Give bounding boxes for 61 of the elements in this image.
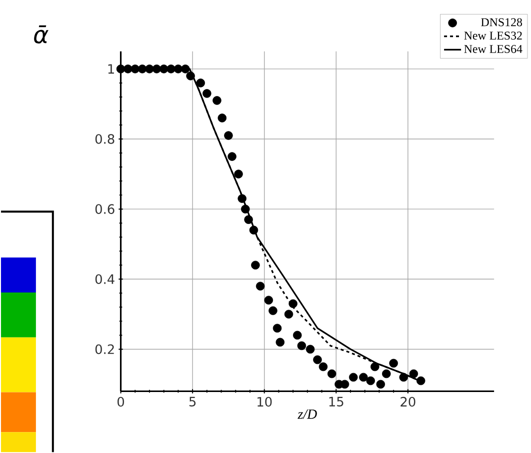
point: [152, 64, 162, 74]
y-tick-label: 0.6: [95, 204, 114, 214]
point: [276, 338, 285, 347]
point: [292, 330, 302, 340]
point: [297, 341, 306, 350]
legend-label: New LES32: [464, 32, 522, 40]
point: [186, 71, 195, 80]
point: [366, 376, 375, 386]
point: [288, 299, 298, 308]
y-tick-label: 0.8: [95, 134, 114, 144]
legend-label: New LES64: [464, 44, 522, 53]
point: [218, 114, 227, 122]
point: [138, 64, 147, 74]
y-tick-label: 1: [108, 64, 114, 74]
point: [224, 131, 233, 140]
point: [174, 64, 183, 74]
x-tick-label: 15: [329, 396, 344, 406]
point: [284, 310, 294, 318]
point: [272, 324, 282, 333]
y-axis-title: ᾱ: [34, 25, 48, 44]
point: [370, 362, 380, 372]
x-tick-label: 0: [118, 396, 124, 407]
point: [348, 372, 358, 382]
y-tick-label: 0.4: [95, 274, 114, 284]
point: [313, 355, 322, 364]
legend-label: DNS128: [481, 18, 522, 26]
point: [409, 369, 418, 378]
point: [256, 282, 265, 290]
point: [264, 296, 274, 304]
point: [212, 96, 222, 105]
point: [249, 226, 258, 234]
point: [376, 380, 386, 389]
point: [327, 369, 336, 378]
x-tick-label: 20: [400, 396, 416, 407]
point: [244, 215, 253, 224]
point: [251, 260, 260, 270]
point: [159, 64, 168, 74]
point: [181, 64, 190, 74]
point: [145, 64, 154, 74]
x-tick-label: 10: [258, 396, 272, 407]
point: [234, 170, 243, 178]
point: [124, 64, 132, 74]
point: [318, 362, 328, 372]
point: [166, 64, 176, 74]
point: [268, 306, 278, 315]
point: [228, 152, 236, 161]
point: [202, 89, 212, 98]
point: [382, 369, 391, 378]
point: [238, 194, 246, 203]
point: [130, 64, 140, 74]
point: [116, 64, 126, 74]
point: [389, 358, 398, 368]
point: [306, 344, 315, 354]
point: [399, 372, 408, 382]
y-tick-label: 0.2: [95, 344, 114, 354]
point: [241, 204, 250, 214]
point: [416, 376, 426, 386]
point: [359, 372, 368, 382]
x-axis-title: z/D: [298, 409, 317, 419]
point: [196, 78, 205, 88]
x-tick-label: 5: [189, 396, 196, 406]
